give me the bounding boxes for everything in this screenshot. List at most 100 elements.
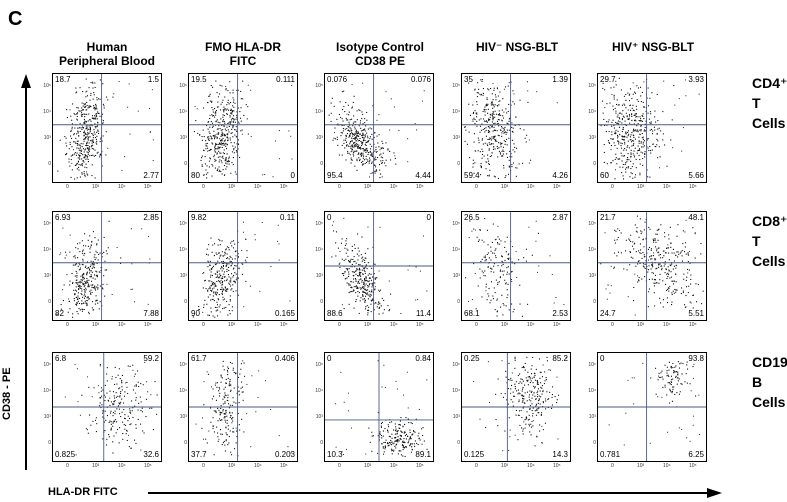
event-dot — [364, 122, 366, 124]
event-dot — [209, 286, 211, 288]
event-dot — [522, 407, 524, 409]
event-dot — [82, 258, 84, 260]
event-dot — [604, 89, 606, 91]
event-dot — [143, 432, 145, 434]
event-dot — [76, 304, 78, 306]
event-dot — [344, 111, 346, 113]
event-dot — [228, 282, 230, 284]
event-dot — [226, 161, 228, 163]
event-dot — [664, 364, 666, 366]
event-dot — [482, 128, 484, 130]
event-dot — [648, 246, 650, 248]
event-dot — [500, 153, 502, 155]
quadrant-value-bottom-right: 5.66 — [688, 171, 704, 180]
event-dot — [77, 112, 79, 114]
event-dot — [236, 116, 238, 118]
outlier-dot — [241, 133, 243, 135]
event-dot — [403, 438, 405, 440]
event-dot — [371, 291, 373, 293]
event-dot — [96, 276, 98, 278]
event-dot — [97, 122, 99, 124]
event-dot — [355, 143, 357, 145]
event-dot — [212, 425, 214, 427]
event-dot — [212, 427, 214, 429]
event-dot — [77, 248, 79, 250]
outlier-dot — [551, 274, 553, 276]
event-dot — [69, 280, 71, 282]
event-dot — [82, 163, 84, 165]
event-dot — [652, 255, 654, 257]
event-dot — [642, 106, 644, 108]
event-dot — [234, 448, 236, 450]
event-dot — [215, 285, 217, 287]
event-dot — [216, 386, 218, 388]
event-dot — [72, 316, 74, 318]
event-dot — [206, 442, 208, 444]
event-dot — [213, 431, 215, 433]
event-dot — [506, 273, 508, 275]
event-dot — [84, 293, 86, 295]
event-dot — [77, 297, 79, 299]
event-dot — [210, 285, 212, 287]
event-dot — [670, 367, 672, 369]
event-dot — [488, 163, 490, 165]
outlier-dot — [219, 311, 221, 313]
event-dot — [82, 91, 84, 93]
event-dot — [391, 448, 393, 450]
event-dot — [380, 305, 382, 307]
event-dot — [631, 107, 633, 109]
event-dot — [201, 164, 203, 166]
event-dot — [224, 139, 226, 141]
event-dot — [364, 277, 366, 279]
event-dot — [359, 264, 361, 266]
y-tick-label: 0 — [457, 299, 460, 305]
event-dot — [674, 366, 676, 368]
event-dot — [85, 163, 87, 165]
event-dot — [488, 130, 490, 132]
event-dot — [352, 146, 354, 148]
outlier-dot — [685, 95, 687, 97]
event-dot — [236, 392, 238, 394]
event-dot — [655, 246, 657, 248]
event-dot — [219, 146, 221, 148]
event-dot — [350, 286, 352, 288]
scatter-area — [53, 353, 161, 461]
event-dot — [544, 380, 546, 382]
event-dot — [232, 125, 234, 127]
event-dot — [343, 90, 345, 92]
event-dot — [353, 244, 355, 246]
event-dot — [141, 411, 143, 413]
event-dot — [640, 130, 642, 132]
event-dot — [85, 265, 87, 267]
event-dot — [363, 282, 365, 284]
event-dot — [74, 255, 76, 257]
event-dot — [638, 142, 640, 144]
event-dot — [235, 118, 237, 120]
outlier-dot — [678, 98, 680, 100]
event-dot — [210, 311, 212, 313]
event-dot — [385, 439, 387, 441]
event-dot — [116, 421, 118, 423]
event-dot — [63, 284, 65, 286]
event-dot — [126, 439, 128, 441]
event-dot — [117, 395, 119, 397]
event-dot — [364, 279, 366, 281]
event-dot — [365, 151, 367, 153]
x-tick-label: 10⁵ — [553, 463, 561, 469]
event-dot — [657, 120, 659, 122]
event-dot — [629, 122, 631, 124]
event-dot — [210, 407, 212, 409]
event-dot — [209, 157, 211, 159]
event-dot — [630, 153, 632, 155]
event-dot — [227, 444, 229, 446]
event-dot — [399, 434, 401, 436]
event-dot — [660, 130, 662, 132]
event-dot — [227, 366, 229, 368]
event-dot — [207, 121, 209, 123]
event-dot — [89, 146, 91, 148]
event-dot — [491, 113, 493, 115]
event-dot — [511, 270, 513, 272]
event-dot — [686, 364, 688, 366]
event-dot — [353, 289, 355, 291]
event-dot — [115, 432, 117, 434]
